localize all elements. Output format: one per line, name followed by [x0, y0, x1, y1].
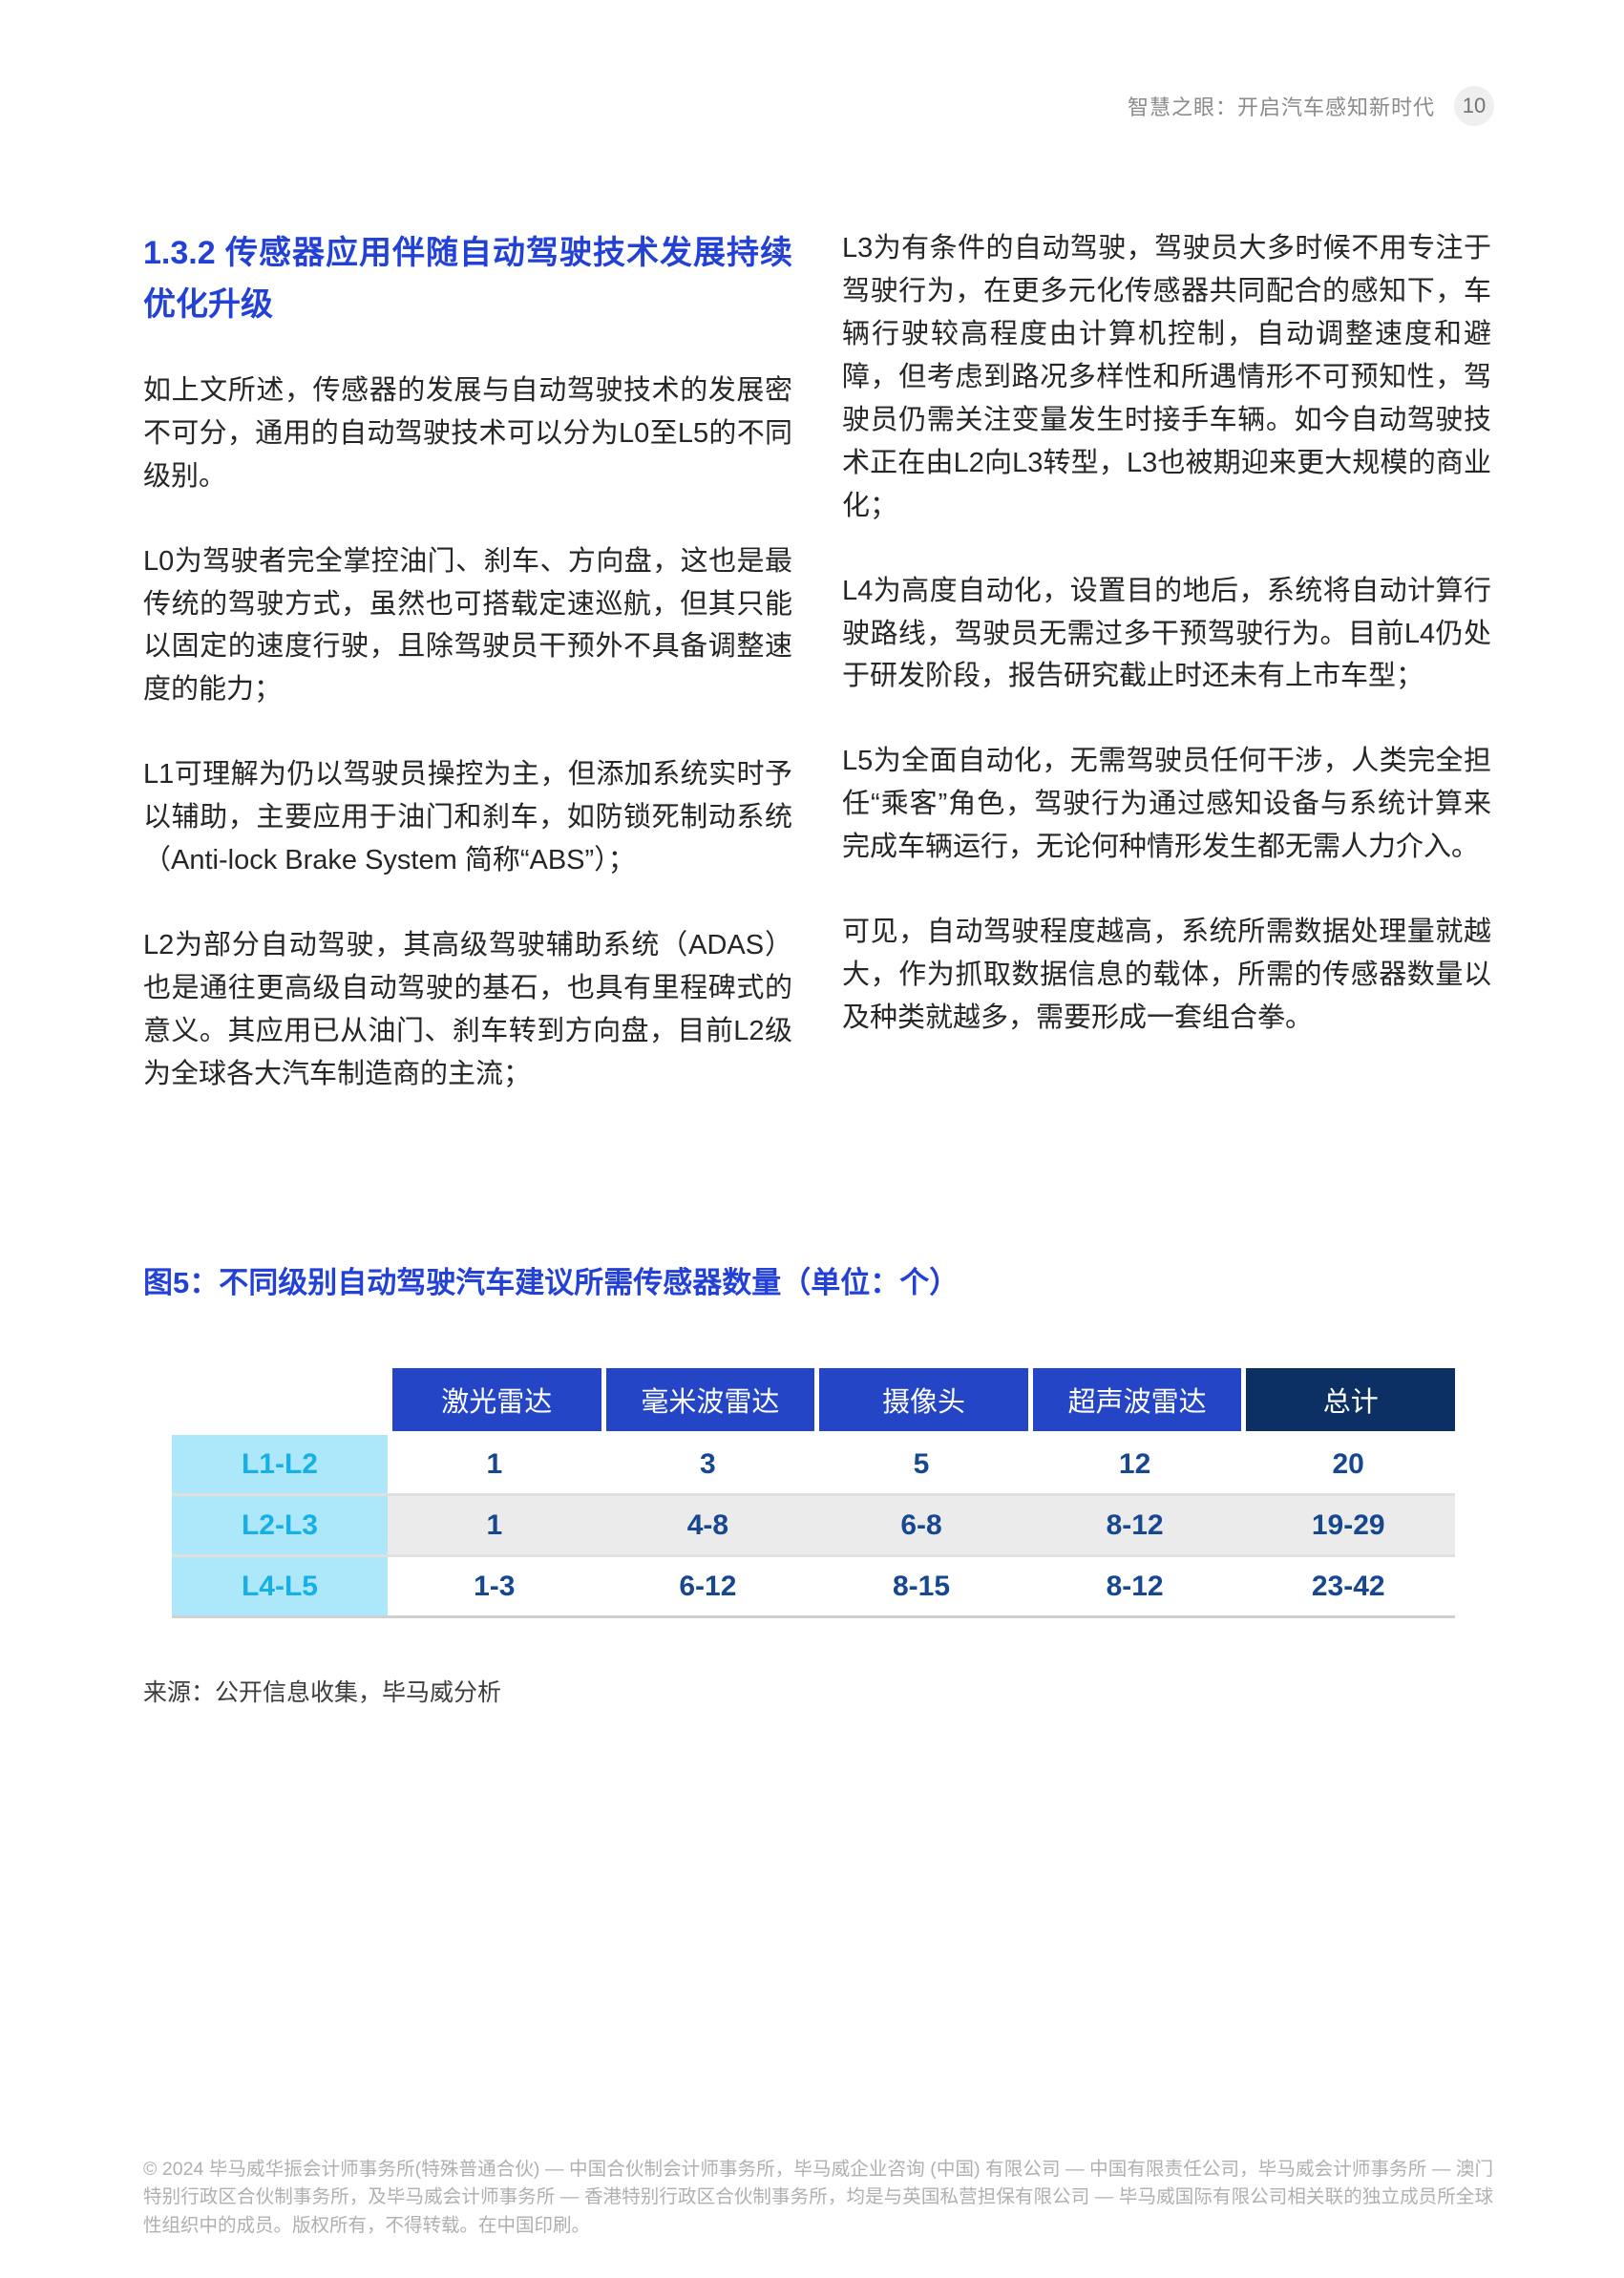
sensor-count-table: 激光雷达 毫米波雷达 摄像头 超声波雷达 总计 L1-L2 1 3 5 12 2… [172, 1368, 1455, 1618]
paragraph: L3为有条件的自动驾驶，驾驶员大多时候不用专注于驾驶行为，在更多元化传感器共同配… [842, 233, 1491, 521]
table-cell: 8-15 [814, 1557, 1028, 1618]
left-column: 1.3.2 传感器应用伴随自动驾驶技术发展持续优化升级 如上文所述，传感器的发展… [143, 227, 792, 1096]
figure-title: 图5：不同级别自动驾驶汽车建议所需传感器数量（单位：个） [143, 1266, 960, 1299]
right-column: L3为有条件的自动驾驶，驾驶员大多时候不用专注于驾驶行为，在更多元化传感器共同配… [842, 227, 1491, 1096]
paragraph: 可见，自动驾驶程度越高，系统所需数据处理量就越大，作为抓取数据信息的载体，所需的… [842, 917, 1491, 1034]
table-cell: 1 [388, 1435, 601, 1496]
report-title: 智慧之眼：开启汽车感知新时代 [1127, 95, 1435, 119]
table-cell: 20 [1241, 1435, 1455, 1496]
table-cell: 6-8 [814, 1496, 1028, 1557]
table-cell: 5 [814, 1435, 1028, 1496]
table-cell: 3 [601, 1435, 815, 1496]
page-header: 智慧之眼：开启汽车感知新时代 10 [1128, 86, 1494, 126]
column-header-ultrasonic-radar: 超声波雷达 [1027, 1368, 1242, 1435]
row-label-l1-l2: L1-L2 [172, 1435, 388, 1496]
column-header-total: 总计 [1241, 1368, 1455, 1435]
table-cell: 1-3 [388, 1557, 601, 1618]
paragraph: L0为驾驶者完全掌控油门、刹车、方向盘，这也是最传统的驾驶方式，虽然也可搭载定速… [143, 545, 792, 706]
figure-5: 图5：不同级别自动驾驶汽车建议所需传感器数量（单位：个） 激光雷达 毫米波雷达 … [143, 1258, 1491, 1708]
column-header-camera: 摄像头 [814, 1368, 1028, 1435]
table-cell: 4-8 [601, 1496, 815, 1557]
page-footer: © 2024 毕马威华振会计师事务所(特殊普通合伙) — 中国合伙制会计师事务所… [143, 2159, 1493, 2236]
row-label-l4-l5: L4-L5 [172, 1557, 388, 1618]
paragraph: L5为全面自动化，无需驾驶员任何干涉，人类完全担任“乘客”角色，驾驶行为通过感知… [842, 746, 1491, 863]
column-header-mmwave-radar: 毫米波雷达 [601, 1368, 815, 1435]
table-corner-spacer [172, 1368, 388, 1435]
table-cell: 1 [388, 1496, 601, 1557]
column-header-lidar: 激光雷达 [388, 1368, 601, 1435]
table-cell: 23-42 [1241, 1557, 1455, 1618]
paragraph: 如上文所述，传感器的发展与自动驾驶技术的发展密不可分，通用的自动驾驶技术可以分为… [143, 374, 792, 492]
table-cell: 8-12 [1027, 1496, 1242, 1557]
table-cell: 19-29 [1241, 1496, 1455, 1557]
page-number-badge: 10 [1454, 86, 1494, 126]
article-body: 1.3.2 传感器应用伴随自动驾驶技术发展持续优化升级 如上文所述，传感器的发展… [143, 227, 1491, 1096]
figure-source: 来源：公开信息收集，毕马威分析 [143, 1679, 502, 1706]
paragraph: L1可理解为仍以驾驶员操控为主，但添加系统实时予以辅助，主要应用于油门和刹车，如… [143, 759, 792, 876]
table-cell: 6-12 [601, 1557, 815, 1618]
paragraph: L2为部分自动驾驶，其高级驾驶辅助系统（ADAS）也是通往更高级自动驾驶的基石，… [143, 930, 792, 1089]
row-label-l2-l3: L2-L3 [172, 1496, 388, 1557]
paragraph: L4为高度自动化，设置目的地后，系统将自动计算行驶路线，驾驶员无需过多干预驾驶行… [842, 575, 1491, 692]
section-heading: 1.3.2 传感器应用伴随自动驾驶技术发展持续优化升级 [143, 235, 792, 324]
table-cell: 8-12 [1027, 1557, 1242, 1618]
table-cell: 12 [1027, 1435, 1242, 1496]
